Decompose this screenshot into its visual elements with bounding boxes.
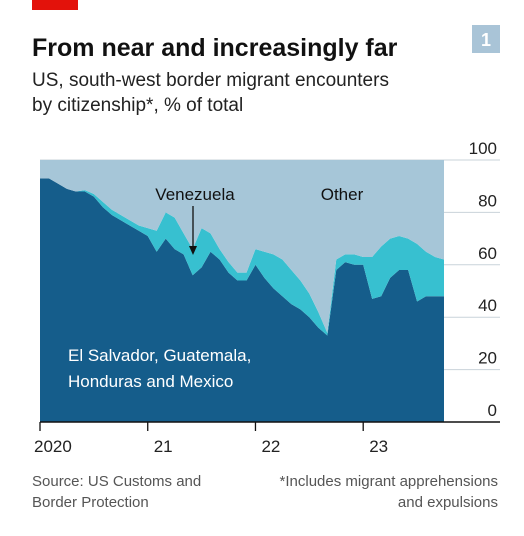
y-tick-label: 60 bbox=[478, 244, 497, 263]
note: *Includes migrant apprehensions bbox=[280, 473, 498, 490]
note: and expulsions bbox=[398, 494, 498, 511]
subtitle: US, south-west border migrant encounters bbox=[32, 70, 389, 91]
x-tick-label: 23 bbox=[369, 437, 388, 456]
x-tick-label: 22 bbox=[261, 437, 280, 456]
y-tick-label: 80 bbox=[478, 191, 497, 210]
badge-box bbox=[472, 25, 500, 53]
series-label: Other bbox=[321, 185, 364, 204]
y-tick-label: 40 bbox=[478, 296, 497, 315]
source: Border Protection bbox=[32, 494, 149, 511]
source: Source: US Customs and bbox=[32, 473, 201, 490]
y-tick-label: 20 bbox=[478, 349, 497, 368]
brand-bar bbox=[32, 0, 78, 10]
series-label: El Salvador, Guatemala, Honduras and Mex… bbox=[68, 346, 252, 391]
subtitle: by citizenship*, % of total bbox=[32, 95, 243, 116]
y-tick-label: 100 bbox=[469, 139, 497, 158]
series-label: Venezuela bbox=[155, 185, 235, 204]
x-tick-label: 2020 bbox=[34, 437, 72, 456]
badge: 1 bbox=[481, 30, 491, 50]
arrow-head bbox=[189, 246, 197, 255]
x-tick-label: 21 bbox=[154, 437, 173, 456]
area bbox=[40, 160, 444, 333]
y-tick-label: 0 bbox=[488, 401, 497, 420]
area bbox=[40, 178, 444, 422]
chart-title: From near and increasingly far bbox=[32, 34, 398, 62]
